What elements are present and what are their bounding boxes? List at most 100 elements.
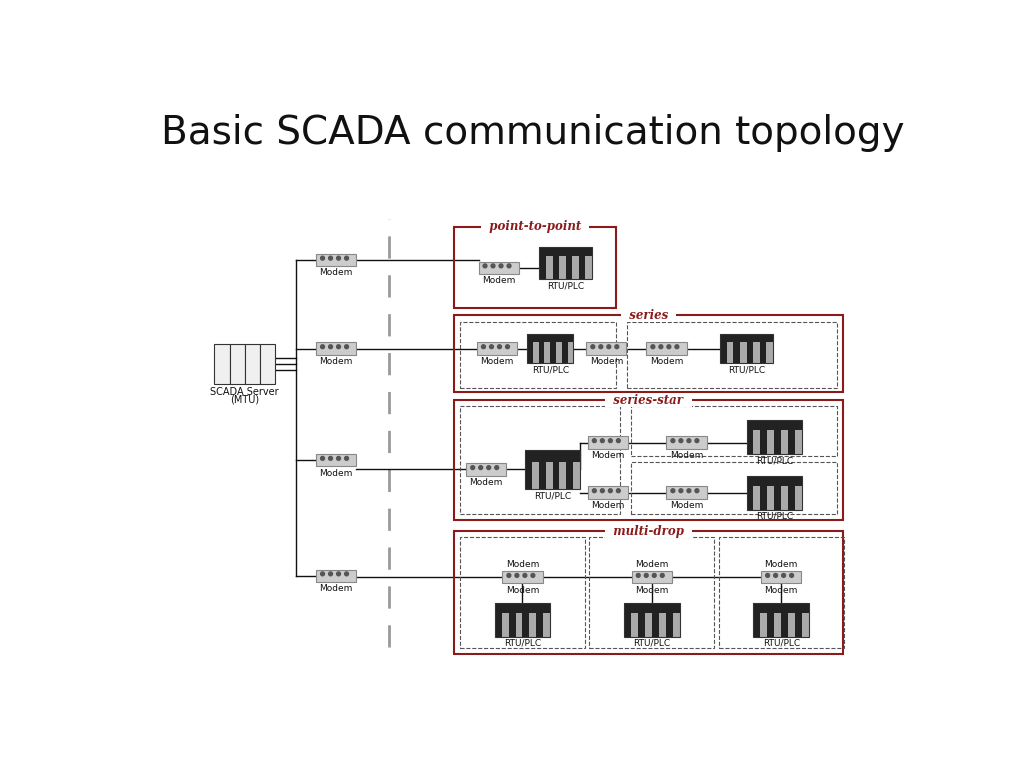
Bar [767, 430, 774, 454]
Bar [579, 257, 586, 280]
Bar [767, 613, 774, 637]
Circle shape [667, 345, 671, 349]
Text: Modem: Modem [650, 357, 683, 366]
Text: RTU/PLC: RTU/PLC [547, 282, 584, 290]
Bar [754, 430, 761, 454]
Bar [553, 257, 559, 280]
Circle shape [337, 572, 340, 576]
Bar [524, 450, 581, 462]
Text: Modem: Modem [765, 586, 798, 594]
Bar [588, 486, 628, 498]
Circle shape [675, 345, 679, 349]
Bar [532, 343, 539, 363]
Bar [214, 344, 229, 384]
Bar [559, 257, 565, 280]
Bar [658, 613, 666, 637]
Bar [795, 613, 802, 637]
Bar [531, 462, 539, 488]
Bar [495, 603, 550, 637]
Text: RTU/PLC: RTU/PLC [763, 639, 800, 648]
Bar [502, 613, 509, 637]
Bar [515, 613, 522, 637]
Bar [761, 485, 767, 509]
Bar [774, 613, 781, 637]
Bar [746, 475, 802, 485]
Bar [720, 334, 773, 363]
Circle shape [321, 456, 325, 460]
Text: Basic SCADA communication topology: Basic SCADA communication topology [162, 114, 905, 152]
Bar [524, 462, 531, 488]
Bar [754, 613, 761, 637]
Bar [740, 343, 746, 363]
Bar [586, 257, 592, 280]
Bar [727, 343, 733, 363]
Circle shape [644, 574, 648, 578]
Circle shape [660, 574, 665, 578]
Bar [774, 485, 781, 509]
Text: Modem: Modem [765, 560, 798, 569]
Bar [503, 571, 543, 584]
Circle shape [321, 257, 325, 260]
Bar [746, 420, 802, 454]
Bar [667, 486, 707, 498]
Bar [522, 613, 529, 637]
Circle shape [329, 345, 333, 349]
Bar [454, 531, 843, 654]
Bar [795, 485, 802, 509]
Bar [761, 613, 767, 637]
Bar [524, 450, 581, 488]
Bar [477, 343, 517, 355]
Text: Modem: Modem [591, 501, 625, 510]
Circle shape [600, 439, 604, 442]
Bar [746, 420, 802, 430]
Bar [746, 485, 754, 509]
Circle shape [608, 439, 612, 442]
Text: RTU/PLC: RTU/PLC [756, 456, 793, 465]
Bar [587, 343, 627, 355]
Bar [572, 257, 579, 280]
Circle shape [671, 439, 675, 442]
Bar [466, 463, 506, 475]
Text: Modem: Modem [635, 560, 669, 569]
Circle shape [337, 257, 340, 260]
Circle shape [489, 345, 494, 349]
Text: Modem: Modem [591, 451, 625, 460]
Text: Modem: Modem [319, 269, 353, 277]
Circle shape [607, 345, 610, 349]
Bar [454, 400, 843, 519]
Bar [760, 343, 766, 363]
Bar [625, 613, 631, 637]
Bar [566, 462, 573, 488]
Circle shape [507, 264, 511, 268]
Text: RTU/PLC: RTU/PLC [633, 639, 671, 648]
Circle shape [614, 345, 618, 349]
Circle shape [345, 345, 348, 349]
Bar [565, 257, 572, 280]
Circle shape [495, 465, 499, 469]
Bar [746, 430, 754, 454]
Text: RTU/PLC: RTU/PLC [756, 511, 793, 521]
Bar [673, 613, 680, 637]
Bar [460, 538, 585, 648]
Circle shape [593, 439, 596, 442]
Bar [245, 344, 259, 384]
Bar [667, 436, 707, 449]
Bar [567, 343, 573, 363]
Bar [746, 475, 802, 509]
Bar [562, 343, 567, 363]
Circle shape [636, 574, 640, 578]
Circle shape [515, 574, 519, 578]
Bar [545, 343, 550, 363]
Circle shape [616, 488, 621, 492]
Bar [454, 316, 843, 392]
Circle shape [790, 574, 794, 578]
Bar [559, 462, 566, 488]
Text: Modem: Modem [470, 478, 503, 487]
Circle shape [345, 456, 348, 460]
Circle shape [345, 257, 348, 260]
Circle shape [523, 574, 526, 578]
Circle shape [652, 574, 656, 578]
Bar [588, 436, 628, 449]
Bar [754, 603, 809, 613]
Bar [666, 613, 673, 637]
